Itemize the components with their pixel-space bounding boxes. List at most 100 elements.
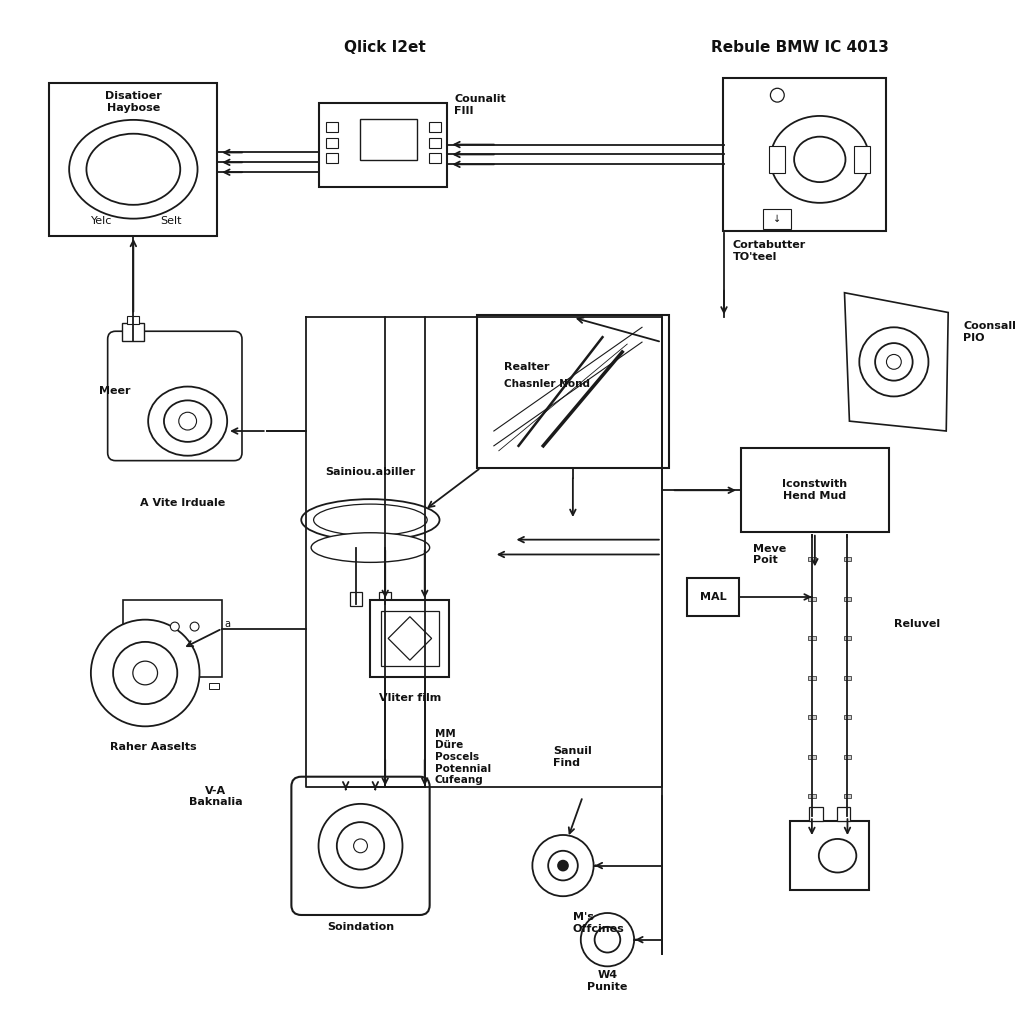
Bar: [808, 557, 816, 561]
Ellipse shape: [313, 504, 427, 536]
Text: Counalit
FIII: Counalit FIII: [455, 94, 506, 116]
FancyBboxPatch shape: [108, 331, 242, 461]
Bar: [844, 557, 851, 561]
Ellipse shape: [795, 136, 846, 182]
Ellipse shape: [190, 623, 199, 631]
Ellipse shape: [770, 116, 869, 203]
FancyBboxPatch shape: [292, 777, 430, 915]
Ellipse shape: [595, 927, 621, 952]
Bar: [123, 324, 144, 341]
Text: Disatioer
Haybose: Disatioer Haybose: [105, 91, 162, 113]
Text: Meve
Poit: Meve Poit: [753, 544, 785, 565]
Text: a: a: [224, 618, 230, 629]
Text: Iconstwith
Hend Mud: Iconstwith Hend Mud: [782, 479, 848, 501]
Bar: [124, 600, 222, 677]
Ellipse shape: [876, 343, 912, 381]
Ellipse shape: [548, 851, 578, 881]
Polygon shape: [845, 293, 948, 431]
Bar: [808, 676, 816, 680]
Ellipse shape: [887, 354, 901, 370]
Bar: [808, 716, 816, 720]
Text: Raher Aaselts: Raher Aaselts: [110, 742, 197, 752]
Ellipse shape: [353, 839, 368, 853]
Bar: [740, 449, 889, 532]
Bar: [429, 137, 440, 147]
Bar: [844, 597, 851, 601]
Bar: [844, 716, 851, 720]
Bar: [808, 795, 816, 799]
Bar: [379, 592, 391, 606]
Bar: [844, 637, 851, 640]
Text: Meer: Meer: [98, 386, 130, 396]
Text: Qlick I2et: Qlick I2et: [344, 40, 426, 55]
Ellipse shape: [337, 822, 384, 869]
Text: Reluvel: Reluvel: [894, 618, 940, 629]
Text: M's
Offcines: M's Offcines: [572, 912, 625, 934]
Ellipse shape: [301, 499, 439, 541]
Text: Vliter film: Vliter film: [379, 692, 441, 702]
Ellipse shape: [311, 532, 430, 562]
Ellipse shape: [179, 413, 197, 430]
Bar: [809, 807, 822, 821]
Ellipse shape: [819, 839, 856, 872]
Bar: [359, 119, 417, 161]
Text: MAL: MAL: [699, 592, 726, 602]
Text: Sainiou.abiller: Sainiou.abiller: [326, 468, 416, 477]
Text: Sanuil
Find: Sanuil Find: [553, 746, 592, 768]
Ellipse shape: [133, 662, 158, 685]
Bar: [476, 315, 669, 468]
Bar: [429, 154, 440, 164]
Text: A Vite Irduale: A Vite Irduale: [140, 498, 225, 508]
Ellipse shape: [581, 913, 634, 967]
Ellipse shape: [558, 860, 568, 870]
Bar: [808, 597, 816, 601]
Text: MM
Düre
Poscels
Potennial
Cufeang: MM Düre Poscels Potennial Cufeang: [434, 729, 490, 785]
Ellipse shape: [91, 620, 200, 726]
Text: Rebule BMW IC 4013: Rebule BMW IC 4013: [711, 40, 889, 55]
Ellipse shape: [86, 134, 180, 205]
Bar: [764, 209, 792, 228]
Text: Soindation: Soindation: [327, 922, 394, 932]
Bar: [326, 154, 338, 164]
Bar: [371, 600, 450, 677]
Bar: [429, 122, 440, 132]
Bar: [769, 145, 785, 173]
Ellipse shape: [148, 387, 227, 456]
Bar: [808, 637, 816, 640]
Bar: [844, 755, 851, 759]
Bar: [326, 137, 338, 147]
Bar: [687, 579, 738, 615]
Text: Coonsall
PIO: Coonsall PIO: [963, 322, 1016, 343]
Bar: [349, 592, 361, 606]
Bar: [209, 683, 219, 689]
Bar: [791, 821, 869, 890]
Bar: [127, 316, 139, 325]
Bar: [319, 102, 447, 186]
Ellipse shape: [113, 642, 177, 705]
Ellipse shape: [532, 835, 594, 896]
Text: Chasnler Nond: Chasnler Nond: [504, 379, 590, 388]
Polygon shape: [388, 616, 432, 660]
Bar: [844, 795, 851, 799]
Ellipse shape: [770, 88, 784, 102]
Ellipse shape: [164, 400, 211, 442]
Text: ↓: ↓: [773, 214, 781, 223]
Ellipse shape: [859, 328, 929, 396]
Bar: [808, 755, 816, 759]
Text: V-A
Baknalia: V-A Baknalia: [188, 785, 242, 807]
Bar: [49, 83, 217, 236]
Bar: [844, 676, 851, 680]
Ellipse shape: [70, 120, 198, 219]
Text: Realter: Realter: [504, 361, 549, 372]
Bar: [381, 610, 438, 666]
Bar: [854, 145, 870, 173]
Text: Selt: Selt: [160, 216, 181, 225]
Text: Yelc: Yelc: [91, 216, 113, 225]
Bar: [837, 807, 850, 821]
Bar: [326, 122, 338, 132]
Bar: [724, 78, 887, 231]
Ellipse shape: [170, 623, 179, 631]
Text: W4
Punite: W4 Punite: [587, 971, 628, 992]
Ellipse shape: [318, 804, 402, 888]
Text: Cortabutter
TO'teel: Cortabutter TO'teel: [733, 241, 806, 262]
